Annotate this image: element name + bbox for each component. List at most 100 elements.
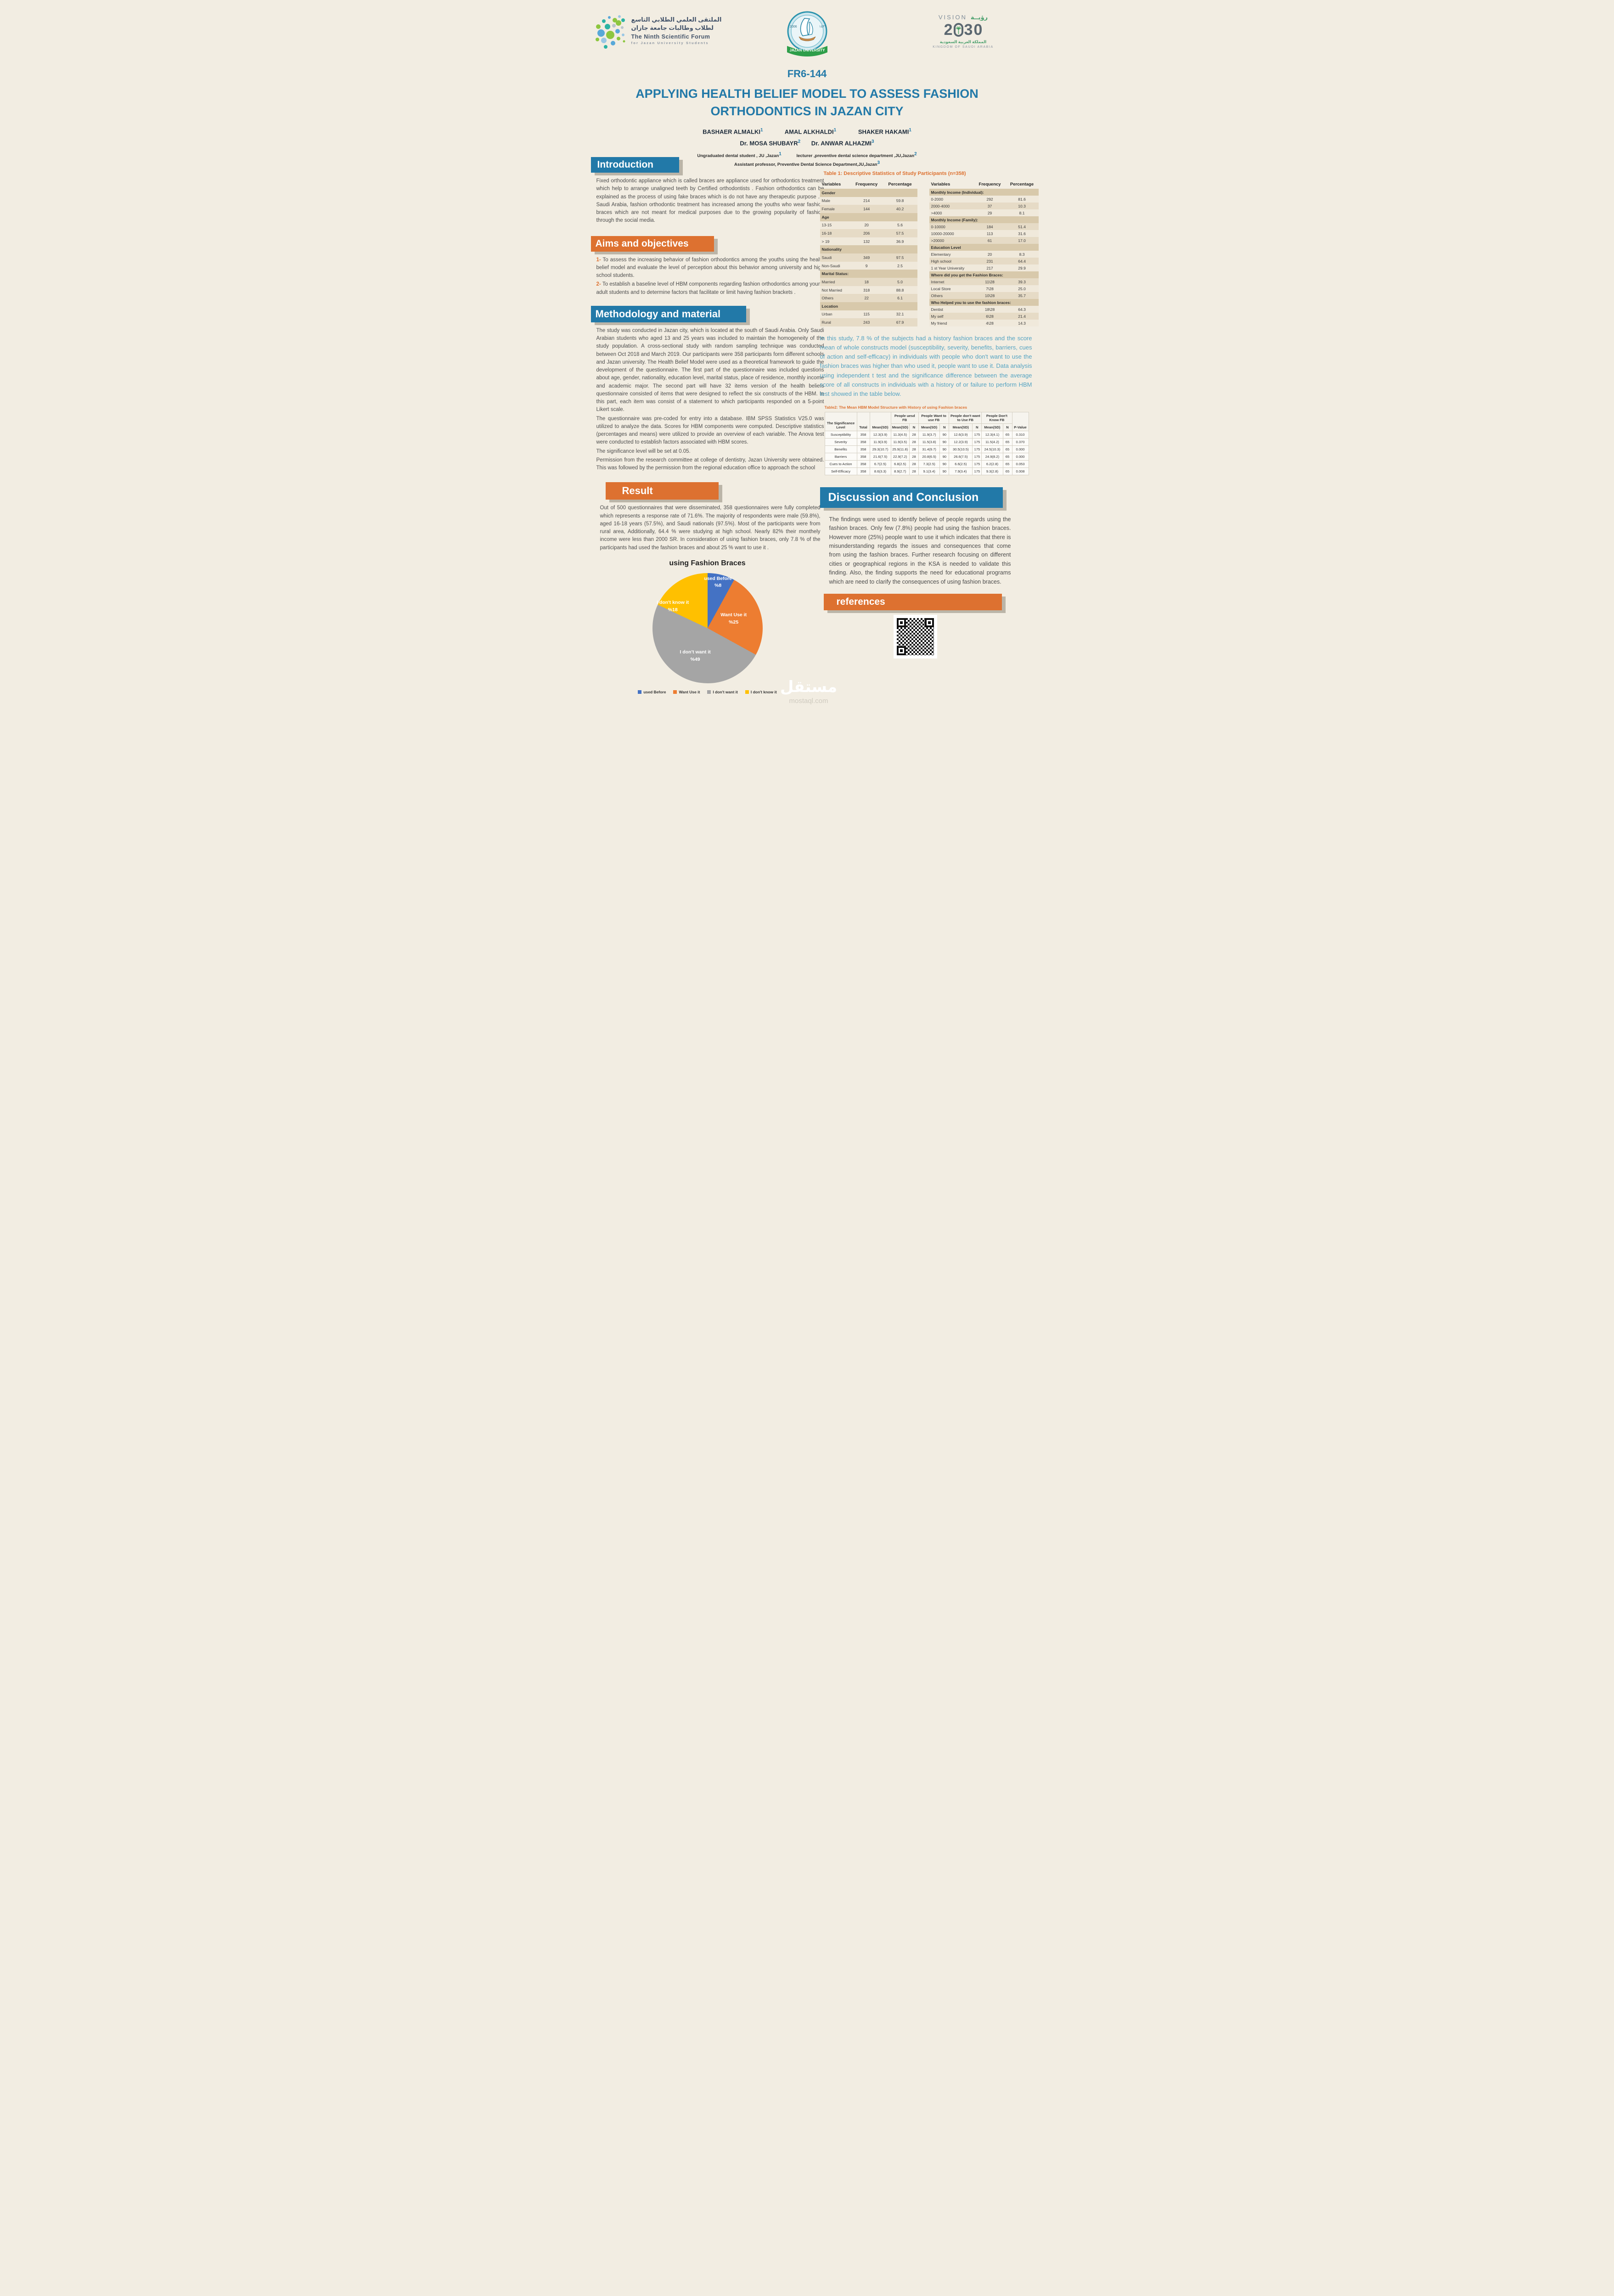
- table-cell: 29.3(10.7): [869, 445, 891, 453]
- table-cell: 6\28: [986, 314, 994, 319]
- table-cell: 65: [1002, 460, 1012, 468]
- table-cell: 12.6(3.9): [949, 430, 973, 439]
- table-cell: 57.5: [896, 231, 904, 236]
- legend-item: I don't know it: [745, 690, 777, 694]
- table-row: Barriers 358 21.6(7.5) 22.9(7.2) 28 20.8(6.5)…: [824, 452, 1029, 461]
- column-subheader: Mean(SD): [890, 423, 910, 431]
- forum-logo: الملتقى العلمي الطلابي التاسع لطلاب وطال…: [592, 13, 721, 51]
- table-cell: 64.3: [1018, 307, 1026, 312]
- table-cell: 12.3(4.1): [981, 430, 1003, 439]
- table-row: Monthly Income (Family):: [929, 216, 1039, 223]
- table-row: 16-18 206 57.5: [820, 229, 917, 237]
- table1-left-panel: Variables Frequency Percentage Gender Mal…: [820, 180, 917, 326]
- table-row: Female 144 40.2: [820, 205, 917, 213]
- uni-hijri: ١٤٣٦: [819, 25, 826, 28]
- vision-year: 2 3 0: [929, 22, 998, 38]
- table-cell: Dentist: [931, 307, 943, 312]
- result-body: Out of 500 questionnaires that were diss…: [600, 505, 821, 551]
- table-cell: Self-Efficacy: [824, 467, 857, 475]
- table-cell: 36.9: [896, 239, 904, 244]
- table-cell: 28: [909, 430, 919, 439]
- table-cell: 11\28: [985, 279, 995, 284]
- table-cell: 11.5(3.8): [918, 438, 940, 446]
- table-cell: Monthly Income (Family):: [931, 217, 978, 222]
- vision-country-arabic: المملكة العربية السعودية: [939, 39, 987, 44]
- table-cell: 37: [987, 203, 992, 208]
- left-column: Introduction Fixed orthodontic appliance…: [590, 157, 830, 694]
- table-cell: 358: [856, 445, 870, 453]
- table-row: Self-Efficacy 358 8.6(3.3) 8.9(2.7) 28 9.1(3.…: [824, 467, 1029, 475]
- table-cell: 88.8: [896, 287, 904, 293]
- table-row: Nationality: [820, 245, 917, 254]
- table-cell: 25.9(11.8): [890, 445, 910, 453]
- column-subheader: N: [972, 423, 982, 431]
- author-sup: 2: [798, 139, 801, 144]
- table-cell: 97.5: [896, 255, 904, 260]
- table-row: Where did you get the Fashion Braces:: [929, 271, 1039, 278]
- table-cell: 358: [856, 452, 870, 461]
- table-row: Saudi 349 97.5: [820, 253, 917, 262]
- table-cell: 31.4(9.7): [918, 445, 940, 453]
- table-cell: 175: [972, 430, 982, 439]
- table-row: Who Helped you to use the fashion braces…: [929, 299, 1039, 306]
- table-row: Urban 115 32.1: [820, 310, 917, 319]
- table-cell: 14.3: [1018, 321, 1026, 326]
- table-cell: 5.6: [897, 223, 903, 228]
- table-cell: 0-10000: [931, 224, 945, 229]
- table-cell: 20.8(6.5): [918, 452, 940, 461]
- table-cell: 28: [909, 467, 919, 475]
- table-cell: > 19: [821, 239, 830, 244]
- affiliation-sup: 1: [779, 152, 782, 157]
- table-cell: 358: [856, 430, 870, 439]
- table-row: Cues to Action 358 6.7(2.5) 6.8(2.5) 28 7.3(2…: [824, 460, 1029, 468]
- table-cell: 12.2(3.9): [949, 438, 973, 446]
- section-result-header: Result: [605, 482, 719, 500]
- table-cell: >20000: [931, 238, 945, 243]
- table-cell: 9: [865, 263, 868, 268]
- table-cell: 292: [986, 197, 993, 202]
- table-cell: 0.370: [1012, 438, 1029, 446]
- table-row: Age: [820, 213, 917, 221]
- column-subheader: Mean(SD): [981, 423, 1003, 431]
- column-header: Percentage: [888, 182, 912, 187]
- authors-row2: Dr. MOSA SHUBAYR2 Dr. ANWAR ALHAZMI3: [574, 139, 1040, 146]
- aims-body: 1- To assess the increasing behavior of …: [591, 256, 824, 297]
- table-cell: 64.4: [1018, 259, 1026, 264]
- table-cell: 7\28: [986, 286, 994, 291]
- affiliation-line2: Assistant professor, Preventive Dental S…: [574, 160, 1040, 167]
- table-cell: 318: [863, 287, 870, 293]
- uni-name: JAZAN UNIVERSITY: [789, 48, 825, 52]
- table-row: Dentist 18\28 64.3: [929, 306, 1039, 313]
- legend-label: I don't want it: [713, 689, 738, 694]
- table-subheader-row: Mean(SD) N Mean(SD) N Mean(SD) N Mean(SD) N: [825, 423, 1029, 431]
- table-cell: 28: [909, 438, 919, 446]
- table-cell: 115: [863, 312, 870, 317]
- affiliation-text: lecturer ,preventive dental science depa…: [796, 153, 915, 159]
- table-cell: 20: [864, 223, 869, 228]
- table-cell: 184: [986, 224, 993, 229]
- table-cell: 243: [863, 320, 870, 325]
- table-cell: Local Store: [931, 286, 951, 291]
- poster-code: FR6-144: [787, 68, 827, 79]
- table-cell: 7.9(3.4): [949, 467, 973, 475]
- table-cell: 65: [1002, 452, 1012, 461]
- methodology-body: The study was conducted in Jazan city, w…: [591, 327, 824, 473]
- table-cell: 17.0: [1018, 238, 1026, 243]
- column-subheader: N: [939, 423, 950, 431]
- table-cell: 39.3: [1018, 279, 1026, 284]
- table-cell: 7.3(2.5): [918, 460, 940, 468]
- table-cell: 0.310: [1012, 430, 1029, 439]
- table-row: > 19 132 36.9: [820, 237, 917, 246]
- affiliation-line1: Ungraduated dental student , JU ,Jazan1 …: [574, 152, 1040, 158]
- poster: الملتقى العلمي الطلابي التاسع لطلاب وطال…: [574, 0, 1040, 710]
- watermark-arabic: مستقل: [780, 678, 838, 696]
- table-cell: 10\28: [984, 293, 995, 298]
- analysis-paragraph: In this study, 7.8 % of the subjects had…: [820, 335, 1032, 397]
- section-references-header: references: [823, 593, 1002, 610]
- legend-label: Want Use it: [679, 689, 700, 694]
- aims-number: 2-: [596, 281, 601, 287]
- forum-dots-icon: [595, 15, 625, 49]
- column-subheader: Mean(SD): [918, 423, 940, 431]
- table-cell: Benefits: [824, 445, 857, 453]
- column-header: Mean(SD): [869, 411, 891, 431]
